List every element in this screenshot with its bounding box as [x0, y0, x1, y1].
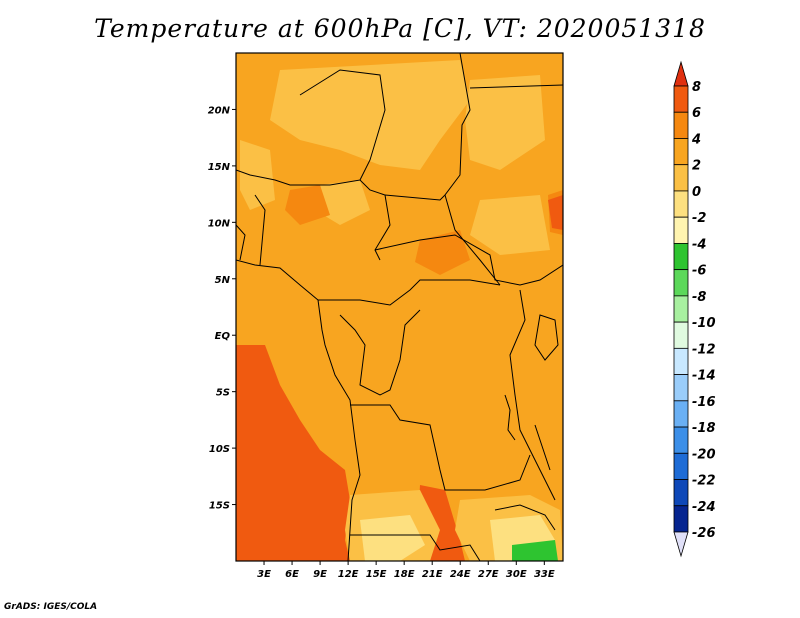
lon-tick-label: 27E [478, 569, 499, 580]
colorbar-level-label: -22 [692, 474, 716, 489]
border-11 [350, 534, 481, 561]
colorbar-box [673, 452, 689, 480]
border-13 [236, 224, 246, 261]
border-10 [509, 289, 556, 501]
lat-tick-label: 5N [215, 275, 231, 286]
lon-tick-label: 18E [394, 569, 415, 580]
border-9 [350, 404, 531, 491]
lat-tick-label: 15S [209, 501, 230, 512]
border-6 [374, 234, 563, 286]
colorbar-level-label: 4 [691, 132, 701, 147]
lat-tick-label: 10S [209, 444, 230, 455]
colorbar-level-label: -14 [692, 369, 716, 384]
border-4 [469, 84, 563, 89]
lon-axis: 3E 6E 9E 12E 15E 18E 21E 24E 27E 30E 33E [257, 561, 555, 580]
colorbar-box [673, 85, 689, 113]
border-8 [339, 309, 421, 396]
colorbar-box [673, 269, 689, 297]
colorbar-box [673, 400, 689, 428]
country-borders [236, 53, 563, 561]
field-hot-east [548, 195, 563, 230]
lon-tick-label: 30E [506, 569, 527, 580]
border-7 [318, 279, 501, 306]
field-cold-southeast [512, 540, 558, 561]
colorbar-level-label: -16 [692, 395, 716, 410]
lon-tick-label: 6E [285, 569, 299, 580]
colorbar-level-label: -10 [692, 316, 716, 331]
chart-title: Temperature at 600hPa [C], VT: 202005131… [94, 14, 706, 43]
colorbar-level-label: 6 [692, 106, 701, 121]
colorbar-top-arrow [673, 60, 689, 87]
field-warm-north [285, 185, 330, 225]
colorbar-level-label: 0 [692, 185, 701, 200]
border-2 [299, 69, 386, 181]
colorbar-box [673, 138, 689, 166]
credit-text: GrADS: IGES/COLA [4, 602, 98, 612]
lon-tick-label: 12E [338, 569, 359, 580]
border-12 [494, 504, 556, 531]
colorbar-level-label: -4 [692, 237, 706, 252]
colorbar-level-label: -24 [692, 500, 716, 515]
colorbar-level-label: -8 [692, 290, 706, 305]
lat-tick-label: EQ [215, 331, 231, 342]
field-light-east [470, 195, 550, 255]
colorbar-box [673, 243, 689, 271]
lat-axis: 20N 15N 10N 5N EQ 5S 10S 15S [208, 105, 236, 512]
border-3 [444, 53, 501, 286]
colorbar-box [673, 347, 689, 375]
map-frame [235, 52, 564, 562]
colorbar-box [673, 295, 689, 323]
colorbar-level-label: -18 [692, 421, 716, 436]
colorbar-box [673, 164, 689, 192]
field-light-west [240, 140, 275, 210]
lake-2 [534, 424, 551, 471]
colorbar-level-label: -20 [692, 447, 716, 462]
lat-tick-label: 5S [216, 388, 230, 399]
field-light-northeast [465, 75, 545, 170]
colorbar-level-label: -6 [692, 264, 706, 279]
colorbar-box [673, 321, 689, 349]
border-5 [384, 194, 446, 201]
field-light-north [270, 60, 470, 170]
colorbar-level-label: -12 [692, 342, 716, 357]
colorbar-level-label: -2 [692, 211, 706, 226]
colorbar-box [673, 505, 689, 533]
colorbar-box [673, 374, 689, 402]
lon-tick-label: 9E [313, 569, 327, 580]
colorbar-level-label: 8 [692, 80, 701, 95]
colorbar-level-label: -26 [692, 526, 716, 541]
colorbar-box [673, 426, 689, 454]
field-warm-center [415, 230, 470, 275]
lon-tick-label: 21E [422, 569, 443, 580]
lat-tick-label: 10N [208, 218, 231, 229]
lon-tick-label: 33E [534, 569, 555, 580]
colorbar-box [673, 216, 689, 244]
lon-tick-label: 15E [366, 569, 387, 580]
colorbar: 8 6 4 2 0 -2 -4 -6 -8 -10 -12 -14 -16 -18 -20 -22 -24 -26 [673, 60, 716, 558]
lat-tick-label: 20N [208, 105, 231, 116]
border-14 [254, 194, 266, 266]
lon-tick-label: 3E [257, 569, 271, 580]
colorbar-box [673, 111, 689, 139]
colorbar-level-label: 2 [692, 159, 701, 174]
colorbar-box [673, 190, 689, 218]
field-hot-southwest [236, 345, 350, 561]
lat-tick-label: 15N [208, 162, 231, 173]
coastline-west [236, 259, 361, 561]
temperature-field [236, 53, 563, 561]
lon-tick-label: 24E [450, 569, 471, 580]
colorbar-bottom-arrow [673, 531, 689, 558]
border-15 [534, 314, 559, 361]
field-pale-south [360, 515, 425, 561]
lake-1 [504, 394, 516, 441]
colorbar-box [673, 479, 689, 507]
